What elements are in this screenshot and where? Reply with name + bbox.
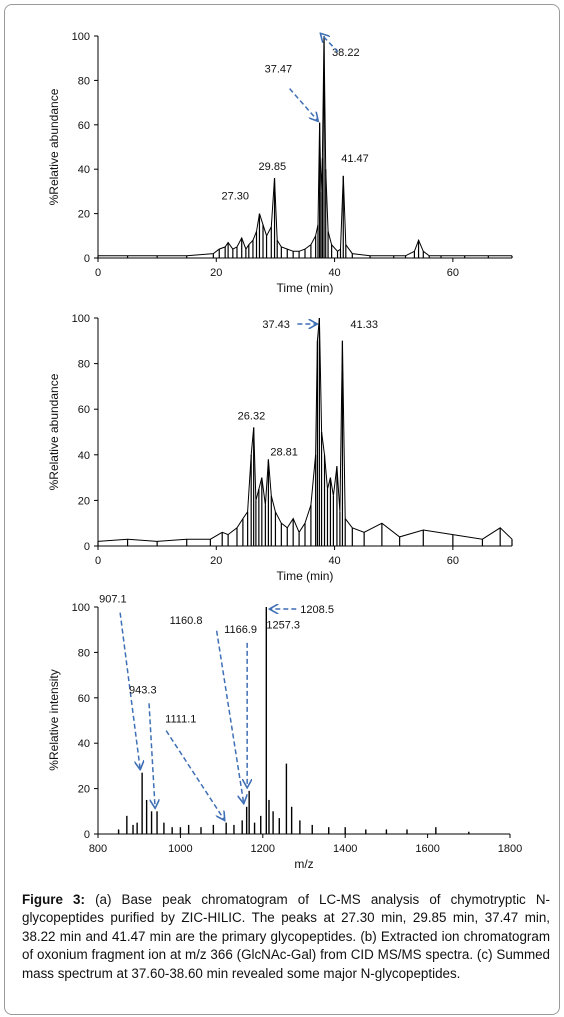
x-tick-label: 1600: [415, 843, 439, 855]
y-tick-label: 20: [78, 784, 90, 796]
annotation-arrow: [215, 630, 244, 803]
peak-annotation-label: 1160.8: [170, 615, 203, 627]
peak-annotation-label: 41.47: [341, 153, 369, 165]
y-tick-label: 100: [72, 313, 90, 325]
peak-annotation-label: 907.1: [99, 594, 127, 606]
peak-annotation-label: 29.85: [259, 161, 287, 173]
x-axis-label: Time (min): [277, 281, 334, 295]
x-tick-label: 1400: [333, 843, 357, 855]
x-tick-label: 800: [89, 843, 107, 855]
x-tick-label: 0: [95, 555, 101, 567]
y-tick-label: 80: [78, 75, 90, 87]
peak-annotation-label: 27.30: [221, 191, 249, 203]
y-tick-label: 60: [78, 693, 90, 705]
y-tick-label: 80: [78, 647, 90, 659]
annotation-arrow: [289, 88, 318, 121]
annotation-arrow: [148, 703, 155, 807]
y-axis-label: %Relative abundance: [47, 373, 61, 490]
y-tick-label: 100: [72, 602, 90, 614]
peak-annotation-label: 1166.9: [224, 624, 257, 636]
y-tick-label: 0: [84, 829, 90, 841]
y-axis-label: %Relative abundance: [47, 88, 61, 205]
figure-frame: [4, 4, 560, 1015]
y-tick-label: 20: [78, 495, 90, 507]
annotation-arrow: [119, 612, 140, 769]
chart-panel-a: 0 20 40 60 80 100 0 20 40 60 Time (min) %Relative a…: [47, 31, 513, 295]
peak-annotation-label: 41.33: [350, 319, 378, 331]
x-tick-label: 1000: [168, 843, 192, 855]
y-tick-label: 20: [78, 209, 90, 221]
peak-annotation-label: 1208.5: [300, 604, 334, 616]
y-tick-label: 40: [78, 164, 90, 176]
annotation-arrow: [321, 34, 339, 53]
x-tick-label: 40: [328, 555, 340, 567]
peak-annotation-label: 37.43: [262, 319, 290, 331]
x-tick-label: 60: [447, 267, 459, 279]
x-tick-label: 20: [210, 267, 222, 279]
x-tick-label: 1800: [498, 843, 522, 855]
x-tick-label: 1200: [251, 843, 275, 855]
chart-panel-b: 0 20 40 60 80 100 0 20 40 60 Time (min) %Relative a…: [47, 313, 513, 583]
y-tick-label: 80: [78, 359, 90, 371]
peak-annotation-label: 38.22: [332, 47, 360, 59]
peak-annotation-label: 26.32: [238, 410, 266, 422]
y-tick-label: 0: [84, 541, 90, 553]
x-tick-label: 0: [95, 267, 101, 279]
y-tick-label: 60: [78, 120, 90, 132]
series-line: [98, 35, 512, 257]
peak-annotation-label: 1111.1: [165, 714, 196, 726]
peak-annotation-label: 943.3: [129, 684, 157, 696]
x-tick-label: 60: [447, 555, 459, 567]
y-tick-label: 40: [78, 450, 90, 462]
chart-panel-c: 0 20 40 60 80 100 800 1000 1200 1400 1600 1800 m/z %R…: [47, 594, 522, 871]
y-tick-label: 0: [84, 253, 90, 265]
x-axis-label: m/z: [294, 857, 313, 871]
peak-annotation-label: 28.81: [270, 446, 298, 458]
figure-caption: Figure 3: (a) Base peak chromatogram of …: [22, 891, 550, 983]
x-tick-label: 20: [210, 555, 222, 567]
annotation-arrow: [165, 730, 224, 820]
y-tick-label: 40: [78, 738, 90, 750]
caption-text: (a) Base peak chromatogram of LC-MS anal…: [22, 892, 550, 981]
y-tick-label: 60: [78, 404, 90, 416]
peak-annotation-label: 37.47: [265, 64, 293, 76]
y-tick-label: 100: [72, 31, 90, 43]
x-axis-label: Time (min): [277, 569, 334, 583]
x-tick-label: 40: [328, 267, 340, 279]
series-line: [97, 317, 513, 542]
peak-annotation-label: 1257.3: [266, 620, 300, 632]
caption-label: Figure 3:: [22, 892, 85, 907]
y-axis-label: %Relative intensity: [47, 669, 61, 770]
